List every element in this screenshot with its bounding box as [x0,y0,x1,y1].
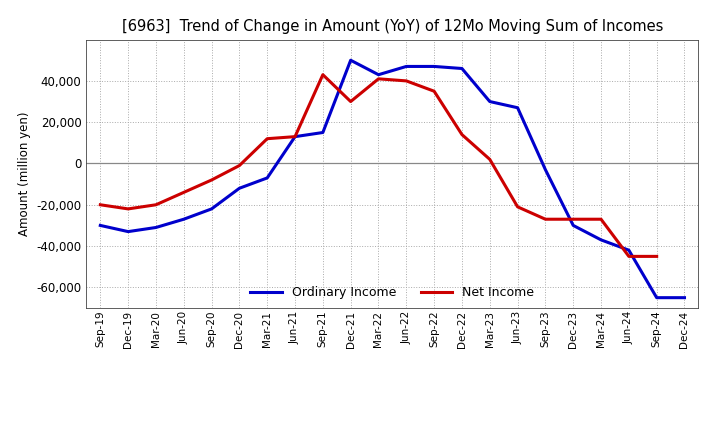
Ordinary Income [263,175,271,180]
Legend: Ordinary Income, Net Income: Ordinary Income, Net Income [246,282,539,304]
Net Income [569,216,577,222]
Ordinary Income [597,237,606,242]
Ordinary Income [513,105,522,110]
Ordinary Income [652,295,661,301]
Ordinary Income [152,225,161,230]
Net Income [207,177,216,183]
Ordinary Income [207,206,216,212]
Net Income [263,136,271,141]
Line: Ordinary Income: Ordinary Income [100,60,685,298]
Net Income [318,72,327,77]
Y-axis label: Amount (million yen): Amount (million yen) [18,112,31,236]
Ordinary Income [458,66,467,71]
Line: Net Income: Net Income [100,75,657,257]
Net Income [346,99,355,104]
Ordinary Income [430,64,438,69]
Ordinary Income [402,64,410,69]
Ordinary Income [124,229,132,234]
Ordinary Income [346,58,355,63]
Net Income [513,204,522,209]
Ordinary Income [291,134,300,139]
Net Income [374,76,383,81]
Net Income [152,202,161,207]
Ordinary Income [179,216,188,222]
Net Income [402,78,410,84]
Net Income [541,216,550,222]
Net Income [124,206,132,212]
Net Income [624,254,633,259]
Net Income [652,254,661,259]
Ordinary Income [235,186,243,191]
Net Income [597,216,606,222]
Net Income [235,163,243,168]
Net Income [96,202,104,207]
Ordinary Income [485,99,494,104]
Net Income [430,88,438,94]
Net Income [485,157,494,162]
Title: [6963]  Trend of Change in Amount (YoY) of 12Mo Moving Sum of Incomes: [6963] Trend of Change in Amount (YoY) o… [122,19,663,34]
Ordinary Income [374,72,383,77]
Ordinary Income [541,167,550,172]
Net Income [458,132,467,137]
Ordinary Income [624,248,633,253]
Ordinary Income [680,295,689,301]
Ordinary Income [569,223,577,228]
Ordinary Income [318,130,327,135]
Net Income [179,190,188,195]
Ordinary Income [96,223,104,228]
Net Income [291,134,300,139]
